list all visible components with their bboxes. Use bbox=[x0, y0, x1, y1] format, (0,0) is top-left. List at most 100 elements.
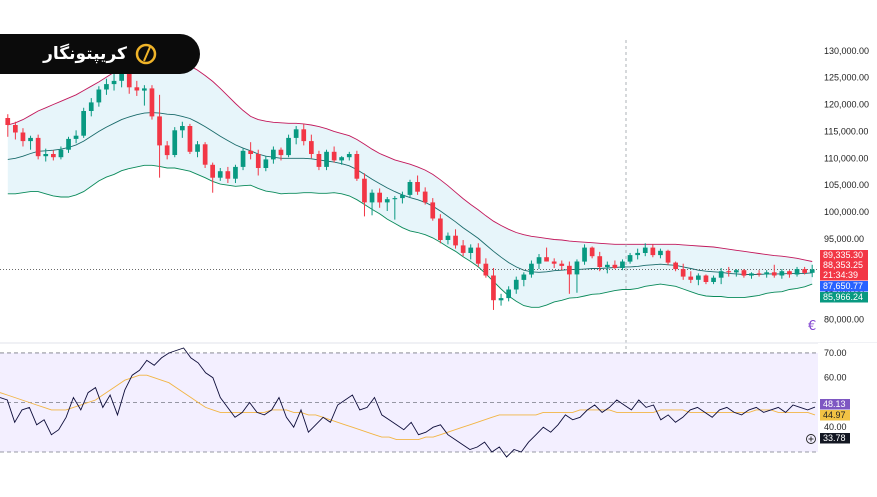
candle-body bbox=[628, 255, 633, 262]
candle-body bbox=[74, 136, 79, 139]
candle-body bbox=[119, 73, 124, 81]
candle-body bbox=[742, 270, 747, 275]
candle-body bbox=[393, 198, 398, 199]
candle-body bbox=[347, 154, 352, 157]
candle-body bbox=[484, 264, 489, 276]
candle-body bbox=[491, 276, 496, 301]
candle-body bbox=[681, 269, 686, 277]
candle-body bbox=[51, 154, 56, 157]
candle-body bbox=[757, 273, 762, 274]
candle-body bbox=[688, 277, 693, 280]
candle-body bbox=[613, 265, 618, 268]
candle-body bbox=[590, 248, 595, 257]
candle-body bbox=[719, 271, 724, 278]
candle-body bbox=[112, 81, 117, 84]
candle-body bbox=[36, 138, 41, 156]
rsi-tick-label: 40.00 bbox=[824, 422, 847, 432]
candle-body bbox=[324, 152, 329, 167]
rsi-badge-label: 33.78 bbox=[823, 433, 846, 443]
price-badge-label: 87,650.77 bbox=[823, 281, 863, 291]
candle-body bbox=[127, 73, 132, 87]
candle-body bbox=[643, 248, 648, 253]
candle-body bbox=[430, 202, 435, 218]
candle-body bbox=[438, 219, 443, 241]
price-badge-label: 88,353.25 bbox=[823, 260, 863, 270]
candle-body bbox=[635, 253, 640, 255]
candle-body bbox=[605, 265, 610, 267]
candle-body bbox=[218, 171, 223, 178]
candle-body bbox=[317, 154, 322, 167]
rsi-tick-label: 60.00 bbox=[824, 373, 847, 383]
candle-body bbox=[195, 144, 200, 152]
candle-body bbox=[385, 199, 390, 202]
candle-body bbox=[461, 245, 466, 253]
candle-body bbox=[446, 236, 451, 240]
price-badge-label: 85,966.24 bbox=[823, 292, 863, 302]
candle-body bbox=[89, 102, 94, 111]
candle-body bbox=[28, 138, 33, 141]
candle-body bbox=[135, 87, 140, 90]
candle-body bbox=[5, 118, 10, 125]
candle-body bbox=[165, 145, 170, 155]
candle-body bbox=[81, 111, 86, 136]
candle-body bbox=[226, 171, 231, 179]
candle-body bbox=[810, 269, 815, 272]
candle-body bbox=[544, 257, 549, 261]
candle-body bbox=[279, 150, 284, 155]
candle-body bbox=[142, 88, 147, 90]
price-tick-label: 80,000.00 bbox=[824, 315, 864, 325]
watermark-logo-icon: € bbox=[808, 319, 816, 334]
candle-body bbox=[355, 154, 360, 179]
price-tick-label: 110,000.00 bbox=[824, 153, 868, 163]
price-badge-label: 89,335.30 bbox=[823, 250, 863, 260]
candle-body bbox=[522, 275, 527, 280]
candle-body bbox=[286, 138, 291, 155]
candle-body bbox=[21, 133, 26, 142]
candle-body bbox=[104, 84, 109, 89]
candle-body bbox=[468, 248, 473, 253]
candle-body bbox=[552, 262, 557, 264]
crypto-coin-logo-icon bbox=[135, 43, 157, 65]
candle-body bbox=[415, 182, 420, 192]
price-badge-label: 21:34:39 bbox=[823, 270, 858, 280]
candle-body bbox=[620, 262, 625, 269]
brand-name: کریپتونگار bbox=[43, 44, 127, 64]
candle-body bbox=[203, 144, 208, 164]
price-tick-label: 95,000.00 bbox=[824, 234, 864, 244]
candle-body bbox=[567, 266, 572, 275]
candle-body bbox=[271, 150, 276, 160]
candle-body bbox=[575, 262, 580, 275]
candle-body bbox=[506, 290, 511, 299]
candle-body bbox=[408, 182, 413, 195]
candle-body bbox=[43, 154, 48, 156]
candle-body bbox=[704, 276, 709, 283]
candle-body bbox=[180, 126, 185, 130]
candle-body bbox=[256, 154, 261, 168]
candle-body bbox=[301, 129, 306, 141]
candle-body bbox=[157, 116, 162, 145]
candle-body bbox=[294, 129, 299, 138]
brand-logo[interactable]: کریپتونگار bbox=[0, 34, 200, 74]
candle-body bbox=[673, 263, 678, 270]
candle-body bbox=[514, 280, 519, 290]
candle-body bbox=[658, 251, 663, 255]
candle-body bbox=[696, 276, 701, 280]
candle-body bbox=[795, 269, 800, 274]
rsi-panel bbox=[0, 348, 818, 457]
candle-body bbox=[362, 179, 367, 203]
candle-body bbox=[66, 139, 71, 150]
candle-body bbox=[332, 152, 337, 161]
price-tick-label: 130,000.00 bbox=[824, 46, 869, 56]
candle-body bbox=[309, 141, 314, 154]
candle-body bbox=[597, 256, 602, 267]
price-tick-label: 115,000.00 bbox=[824, 126, 868, 136]
candle-body bbox=[453, 236, 458, 246]
candle-body bbox=[529, 264, 534, 275]
candle-body bbox=[780, 271, 785, 275]
candle-body bbox=[787, 271, 792, 274]
candle-body bbox=[476, 248, 481, 264]
candle-body bbox=[248, 151, 253, 154]
candle-body bbox=[582, 248, 587, 262]
price-tick-label: 105,000.00 bbox=[824, 180, 869, 190]
